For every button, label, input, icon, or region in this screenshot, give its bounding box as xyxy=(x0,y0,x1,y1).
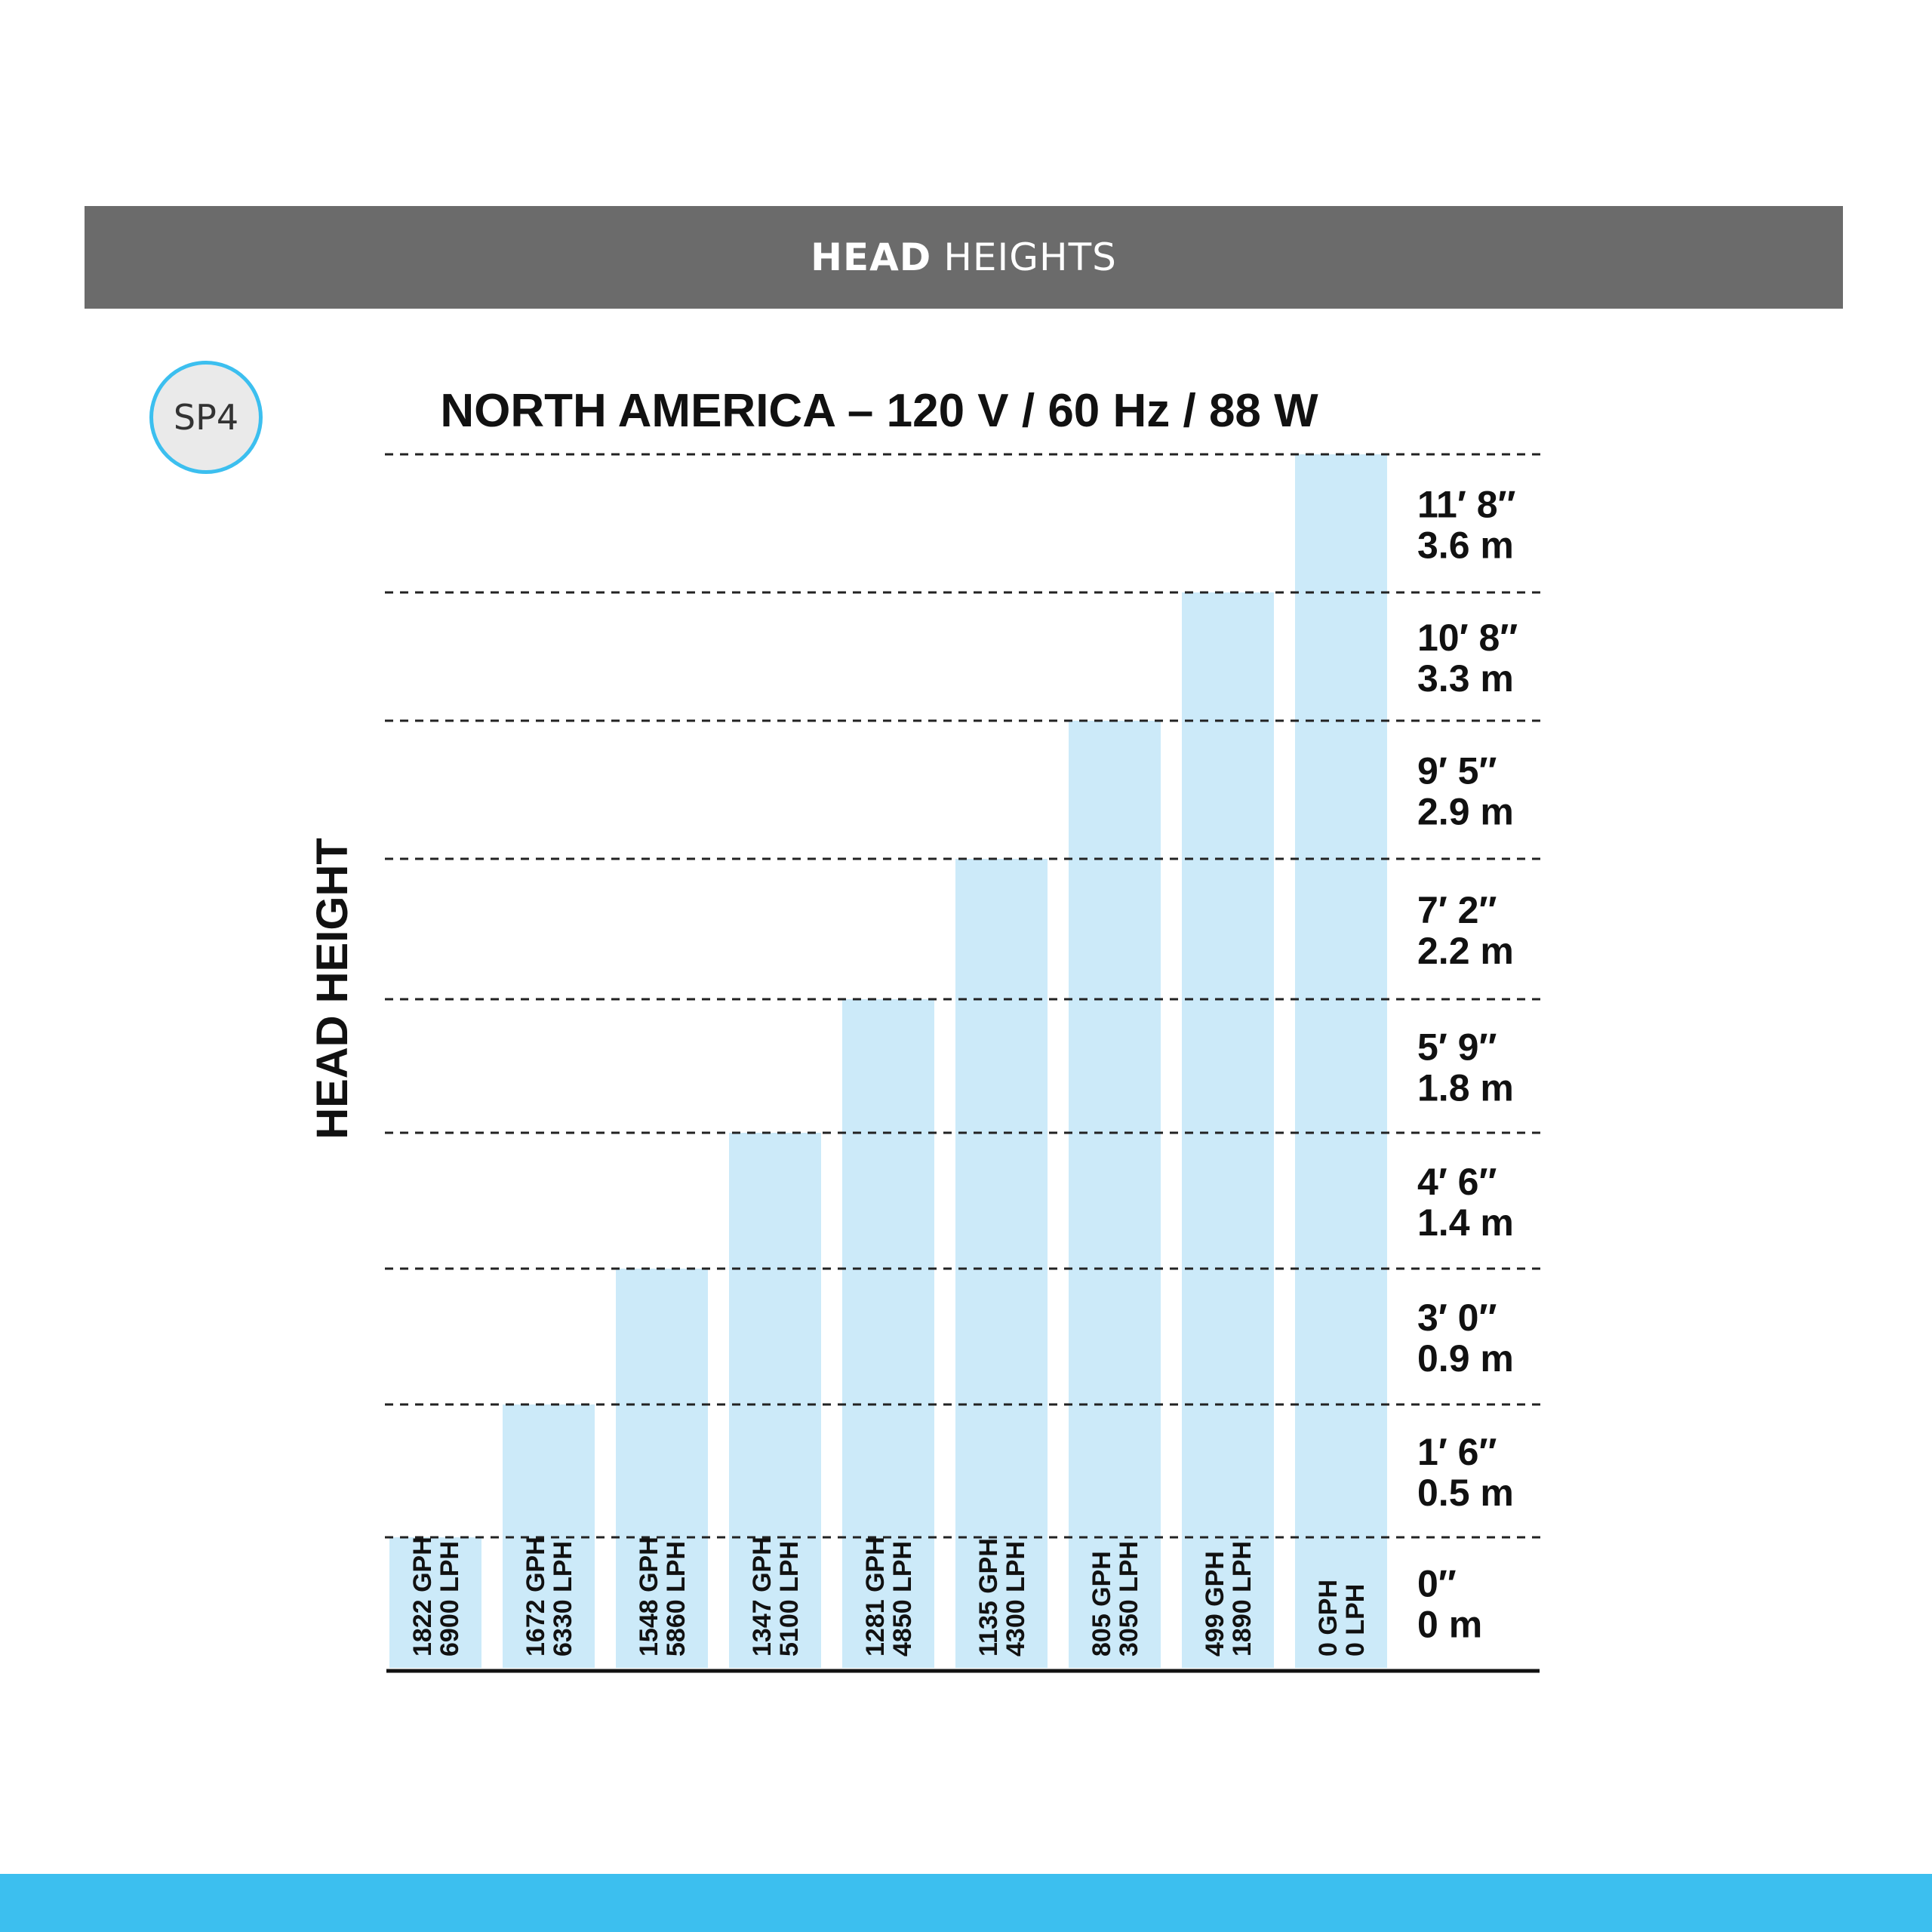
y-tick-m: 0.5 m xyxy=(1417,1472,1514,1514)
y-tick-3: 4′ 6″1.4 m xyxy=(1417,1161,1514,1244)
y-axis-label: HEAD HEIGHT xyxy=(308,838,357,1140)
header-title-rest: HEIGHTS xyxy=(943,235,1117,279)
y-tick-1: 1′ 6″0.5 m xyxy=(1417,1431,1514,1514)
y-tick-m: 3.3 m xyxy=(1417,657,1514,700)
y-tick-m: 2.9 m xyxy=(1417,791,1514,833)
flow-label-gph: 0 GPH xyxy=(1314,1580,1343,1657)
bar-6 xyxy=(955,859,1048,1668)
flow-label-gph: 805 GPH xyxy=(1088,1551,1116,1657)
y-tick-4: 5′ 9″1.8 m xyxy=(1417,1026,1514,1109)
y-tick-ft: 9′ 5″ xyxy=(1417,750,1497,792)
flow-label-lph: 6900 LPH xyxy=(435,1541,464,1657)
y-tick-5: 7′ 2″2.2 m xyxy=(1417,889,1514,972)
flow-label-gph: 1672 GPH xyxy=(521,1537,550,1657)
y-tick-m: 1.4 m xyxy=(1417,1201,1514,1244)
y-tick-ft: 0″ xyxy=(1417,1563,1457,1605)
bar-2 xyxy=(503,1404,595,1668)
y-tick-ft: 7′ 2″ xyxy=(1417,889,1497,931)
y-tick-0: 0″0 m xyxy=(1417,1563,1482,1646)
y-tick-m: 3.6 m xyxy=(1417,525,1514,567)
y-tick-m: 1.8 m xyxy=(1417,1067,1514,1109)
y-tick-ft: 4′ 6″ xyxy=(1417,1161,1497,1203)
y-tick-8: 11′ 8″3.6 m xyxy=(1417,484,1516,567)
flow-label-lph: 5860 LPH xyxy=(662,1541,691,1657)
gridlines xyxy=(385,453,1541,1539)
y-tick-labels: 0″0 m 1′ 6″0.5 m 3′ 0″0.9 m 4′ 6″1.4 m 5′ 9″… xyxy=(1417,484,1518,1646)
flow-label-gph: 1822 GPH xyxy=(408,1537,437,1657)
y-tick-m: 0 m xyxy=(1417,1604,1482,1646)
flow-label-lph: 0 LPH xyxy=(1341,1584,1370,1657)
bar-5 xyxy=(842,999,934,1668)
bar-1 xyxy=(389,1537,481,1668)
bar-4 xyxy=(729,1133,821,1668)
bars-layer xyxy=(389,454,1387,1668)
bar-8 xyxy=(1182,592,1274,1668)
flow-label-lph: 4850 LPH xyxy=(888,1541,917,1657)
flow-label-gph: 1281 GPH xyxy=(861,1537,890,1657)
y-tick-m: 0.9 m xyxy=(1417,1337,1514,1380)
y-tick-ft: 3′ 0″ xyxy=(1417,1297,1497,1339)
flow-label-gph: 499 GPH xyxy=(1201,1551,1229,1657)
model-badge-label: SP4 xyxy=(173,397,239,438)
flow-label-lph: 5100 LPH xyxy=(775,1541,804,1657)
y-tick-m: 2.2 m xyxy=(1417,930,1514,972)
header-banner: HEAD HEIGHTS xyxy=(85,206,1843,309)
header-title-bold: HEAD xyxy=(811,235,932,279)
flow-label-lph: 6330 LPH xyxy=(549,1541,577,1657)
bar-7 xyxy=(1069,721,1161,1668)
y-tick-2: 3′ 0″0.9 m xyxy=(1417,1297,1514,1380)
flow-label-gph: 1548 GPH xyxy=(635,1537,663,1657)
chart-title: NORTH AMERICA – 120 V / 60 Hz / 88 W xyxy=(440,385,1318,437)
flow-label-lph: 3050 LPH xyxy=(1115,1541,1143,1657)
bar-3 xyxy=(616,1269,708,1668)
header-title: HEAD HEIGHTS xyxy=(811,235,1117,279)
y-tick-ft: 10′ 8″ xyxy=(1417,617,1518,659)
flow-label-lph: 1890 LPH xyxy=(1228,1541,1257,1657)
y-tick-6: 9′ 5″2.9 m xyxy=(1417,750,1514,833)
flow-label-gph: 1135 GPH xyxy=(974,1538,1003,1657)
y-tick-ft: 5′ 9″ xyxy=(1417,1026,1497,1069)
y-tick-ft: 1′ 6″ xyxy=(1417,1431,1497,1473)
bar-9 xyxy=(1295,454,1387,1668)
y-tick-ft: 11′ 8″ xyxy=(1417,484,1516,526)
flow-label-gph: 1347 GPH xyxy=(748,1537,777,1657)
flow-label-lph: 4300 LPH xyxy=(1001,1541,1030,1657)
model-badge: SP4 xyxy=(149,361,263,474)
footer-accent-bar xyxy=(0,1874,1932,1932)
y-tick-7: 10′ 8″3.3 m xyxy=(1417,617,1518,700)
